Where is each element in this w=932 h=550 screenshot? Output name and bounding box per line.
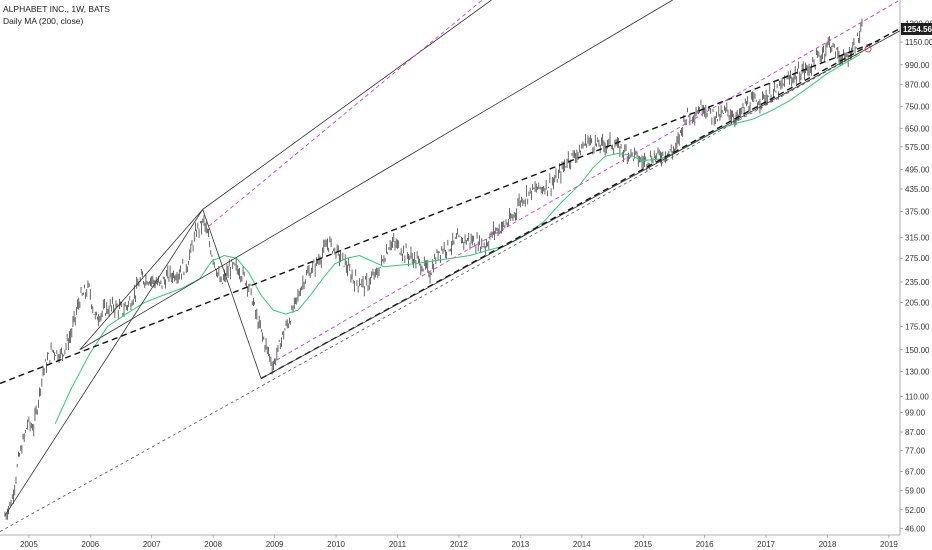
y-tick-label: 67.00 — [905, 467, 926, 476]
solid-trend-line — [4, 209, 204, 516]
x-tick-label: 2009 — [266, 540, 284, 549]
y-tick-label: 99.00 — [905, 409, 926, 418]
y-tick-label: 650.00 — [905, 124, 930, 133]
y-tick-label: 1150.00 — [905, 38, 932, 47]
y-tick-label: 130.00 — [905, 367, 930, 376]
price-axis[interactable]: 1300.001150.00990.00870.00750.00650.0057… — [899, 0, 932, 535]
y-tick-label: 315.00 — [905, 234, 930, 243]
x-tick-label: 2016 — [696, 540, 714, 549]
channel-line — [208, 0, 483, 227]
plot-area[interactable] — [0, 0, 900, 532]
price-bars — [4, 18, 863, 520]
x-tick-label: 2015 — [634, 540, 652, 549]
solid-trend-line — [202, 0, 492, 210]
time-axis[interactable]: 2005 2006 2007 2008 2009 2010 2011 2012 2013 2014… — [0, 534, 900, 549]
last-price-tag: 1254.56 — [901, 22, 932, 35]
x-tick-label: 2010 — [327, 540, 345, 549]
dashed-trend-line — [0, 40, 879, 385]
y-tick-label: 275.00 — [905, 254, 930, 263]
y-tick-label: 750.00 — [905, 103, 930, 112]
x-tick-label: 2014 — [573, 540, 591, 549]
y-tick-label: 235.00 — [905, 278, 930, 287]
x-tick-label: 2019 — [880, 540, 898, 549]
x-tick-label: 2012 — [450, 540, 468, 549]
last-price-label: 1254.56 — [903, 25, 932, 34]
ma-line — [54, 54, 861, 424]
dotted-trend-line — [0, 40, 882, 532]
x-tick-label: 2011 — [389, 540, 407, 549]
x-tick-label: 2007 — [143, 540, 161, 549]
y-tick-label: 375.00 — [905, 207, 930, 216]
y-tick-label: 205.00 — [905, 299, 930, 308]
y-tick-label: 87.00 — [905, 428, 926, 437]
channel-line — [276, 0, 900, 361]
y-tick-label: 46.00 — [905, 524, 926, 533]
x-tick-label: 2006 — [81, 540, 99, 549]
y-tick-label: 870.00 — [905, 80, 930, 89]
y-tick-label: 110.00 — [905, 393, 929, 402]
symbol-title: ALPHABET INC., 1W, BATS — [3, 4, 110, 14]
solid-trend-line — [202, 209, 262, 379]
y-tick-label: 495.00 — [905, 165, 930, 174]
indicator-legend: Daily MA (200, close) — [3, 16, 84, 26]
solid-trend-line — [260, 30, 900, 379]
chart-header: ALPHABET INC., 1W, BATS Daily MA (200, c… — [3, 3, 110, 27]
solid-trend-line — [79, 209, 204, 351]
x-tick-label: 2013 — [511, 540, 529, 549]
last-price-tag-box — [901, 22, 932, 35]
y-tick-label: 77.00 — [905, 446, 926, 455]
y-tick-label: 52.00 — [905, 506, 926, 515]
x-tick-label: 2008 — [204, 540, 222, 549]
y-tick-label: 435.00 — [905, 185, 930, 194]
solid-trend-line — [79, 0, 673, 351]
y-tick-label: 59.00 — [905, 487, 926, 496]
marker-circle — [864, 45, 872, 53]
y-tick-label: 990.00 — [905, 61, 930, 70]
x-tick-label: 2005 — [20, 540, 38, 549]
y-tick-label: 575.00 — [905, 143, 930, 152]
y-tick-label: 175.00 — [905, 322, 930, 331]
y-tick-label: 150.00 — [905, 346, 930, 355]
x-tick-label: 2017 — [757, 540, 775, 549]
x-tick-label: 2018 — [819, 540, 837, 549]
